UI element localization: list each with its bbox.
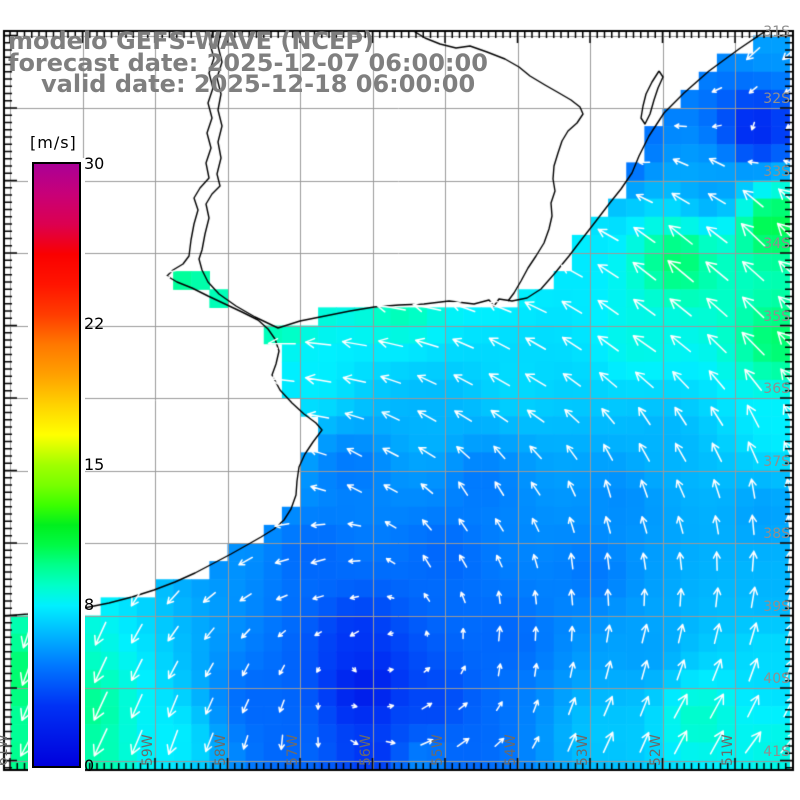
- lat-label: 39S: [763, 598, 790, 615]
- lat-label: 41S: [763, 743, 790, 760]
- lat-label: 32S: [763, 91, 790, 107]
- colorbar-tick-label: 15: [84, 454, 105, 474]
- lat-label: 37S: [763, 453, 790, 470]
- lat-label: 38S: [763, 526, 790, 542]
- colorbar-tick-label: 0: [84, 756, 95, 775]
- lon-label: 51W: [720, 734, 736, 766]
- colorbar-tick-label: 8: [84, 595, 95, 615]
- colorbar-tick-label: 22: [84, 314, 105, 334]
- lon-label: 55W: [430, 734, 446, 766]
- lat-label: 40S: [763, 671, 790, 687]
- colorbar-tick-label: 30: [84, 153, 105, 173]
- lon-label: 53W: [575, 734, 591, 766]
- lon-label: 58W: [212, 734, 229, 766]
- lon-label: 52W: [647, 734, 664, 766]
- lon-label: 57W: [285, 734, 301, 766]
- lat-label: 34S: [763, 236, 790, 252]
- lon-label: 61W: [0, 734, 11, 766]
- lat-label: 35S: [763, 308, 790, 325]
- lon-label: 56W: [357, 734, 374, 766]
- colorbar-gradient: [32, 162, 81, 768]
- lat-label: 33S: [763, 163, 790, 180]
- lat-label: 31S: [763, 24, 790, 40]
- lon-label: 59W: [140, 734, 156, 766]
- lat-label: 36S: [763, 381, 790, 397]
- lon-label: 54W: [502, 734, 519, 766]
- colorbar-unit-label: [m/s]: [30, 133, 77, 152]
